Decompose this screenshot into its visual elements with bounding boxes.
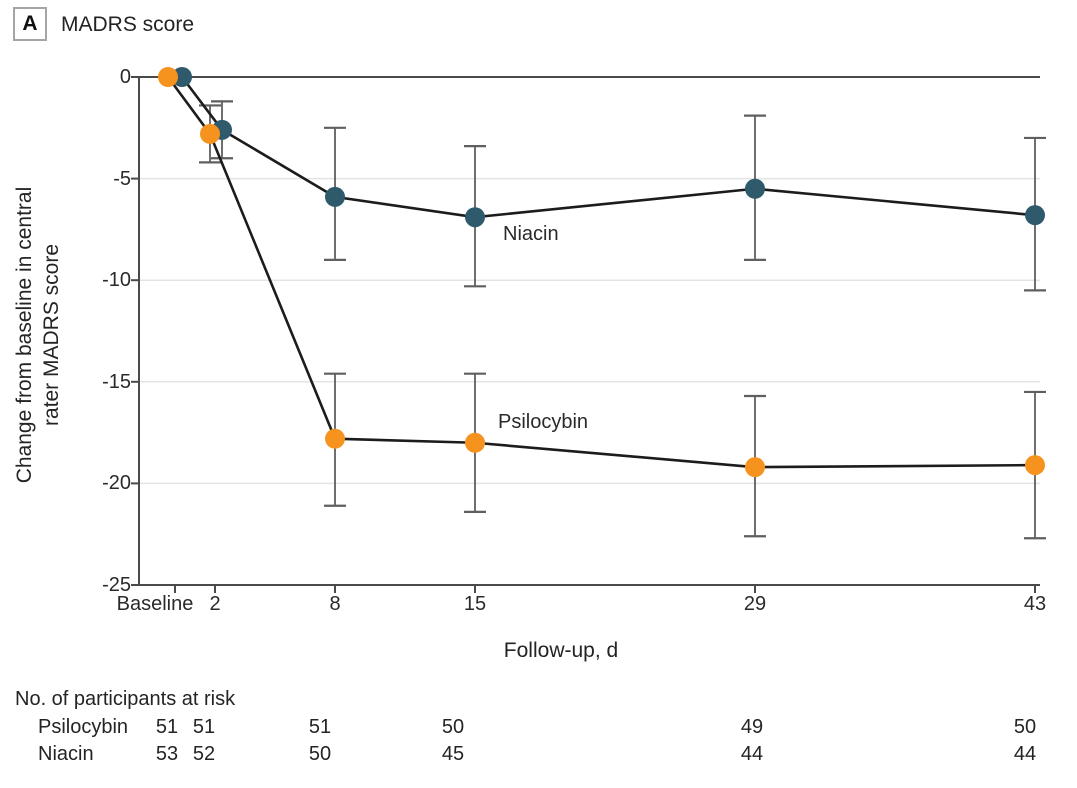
y-axis-title-line-1: Change from baseline in central [13,186,36,484]
x-axis-title: Follow-up, d [503,639,619,662]
risk-value: 51 [192,716,216,738]
panel-letter-badge: A [13,7,47,41]
y-tick-label: -15 [102,371,131,393]
risk-value: 44 [1013,743,1037,765]
niacin-line [180,76,1036,219]
x-tick-label-29: 29 [743,593,767,615]
x-tick-label-2: 2 [209,593,221,615]
risk-value: 51 [155,716,179,738]
psilocybin-marker [745,457,765,478]
psilocybin-marker [200,123,220,144]
psilocybin-marker [1025,455,1045,476]
risk-value: 52 [192,743,216,765]
risk-table-header: No. of participants at risk [15,688,236,710]
y-tick-label: -20 [102,472,131,494]
x-tick-label-43: 43 [1023,593,1047,615]
niacin-marker [172,67,192,87]
niacin-marker [325,186,345,207]
psilocybin-line [166,76,1036,469]
risk-value: 44 [740,743,764,765]
y-axis-title-line-2: rater MADRS score [40,243,63,427]
risk-value: 50 [1013,716,1037,738]
psilocybin-marker [325,428,345,449]
psilocybin-series-label: Psilocybin [498,411,589,433]
y-tick-label: -25 [102,574,131,596]
figure-title: MADRS score [61,13,195,36]
y-tick-label: -10 [102,269,131,291]
risk-value: 49 [740,716,764,738]
risk-value: 51 [308,716,332,738]
niacin-series-label: Niacin [503,223,559,245]
x-tick-label-15: 15 [463,593,487,615]
risk-value: 45 [441,743,465,765]
y-tick-label: -5 [113,168,131,190]
risk-row-label-psilocybin: Psilocybin [38,716,129,738]
risk-value: 53 [155,743,179,765]
x-tick-label-baseline: Baseline [116,593,194,615]
niacin-marker [1025,205,1045,226]
y-tick-label: 0 [119,66,131,88]
psilocybin-marker [465,432,485,453]
risk-value: 50 [308,743,332,765]
risk-value: 50 [441,716,465,738]
psilocybin-marker [158,67,178,87]
niacin-marker [465,207,485,228]
x-tick-label-8: 8 [329,593,341,615]
risk-row-label-niacin: Niacin [38,743,94,765]
y-axis-title: Change from baseline in central rater MA… [11,55,65,615]
niacin-marker [745,178,765,199]
panel-letter: A [22,12,38,35]
